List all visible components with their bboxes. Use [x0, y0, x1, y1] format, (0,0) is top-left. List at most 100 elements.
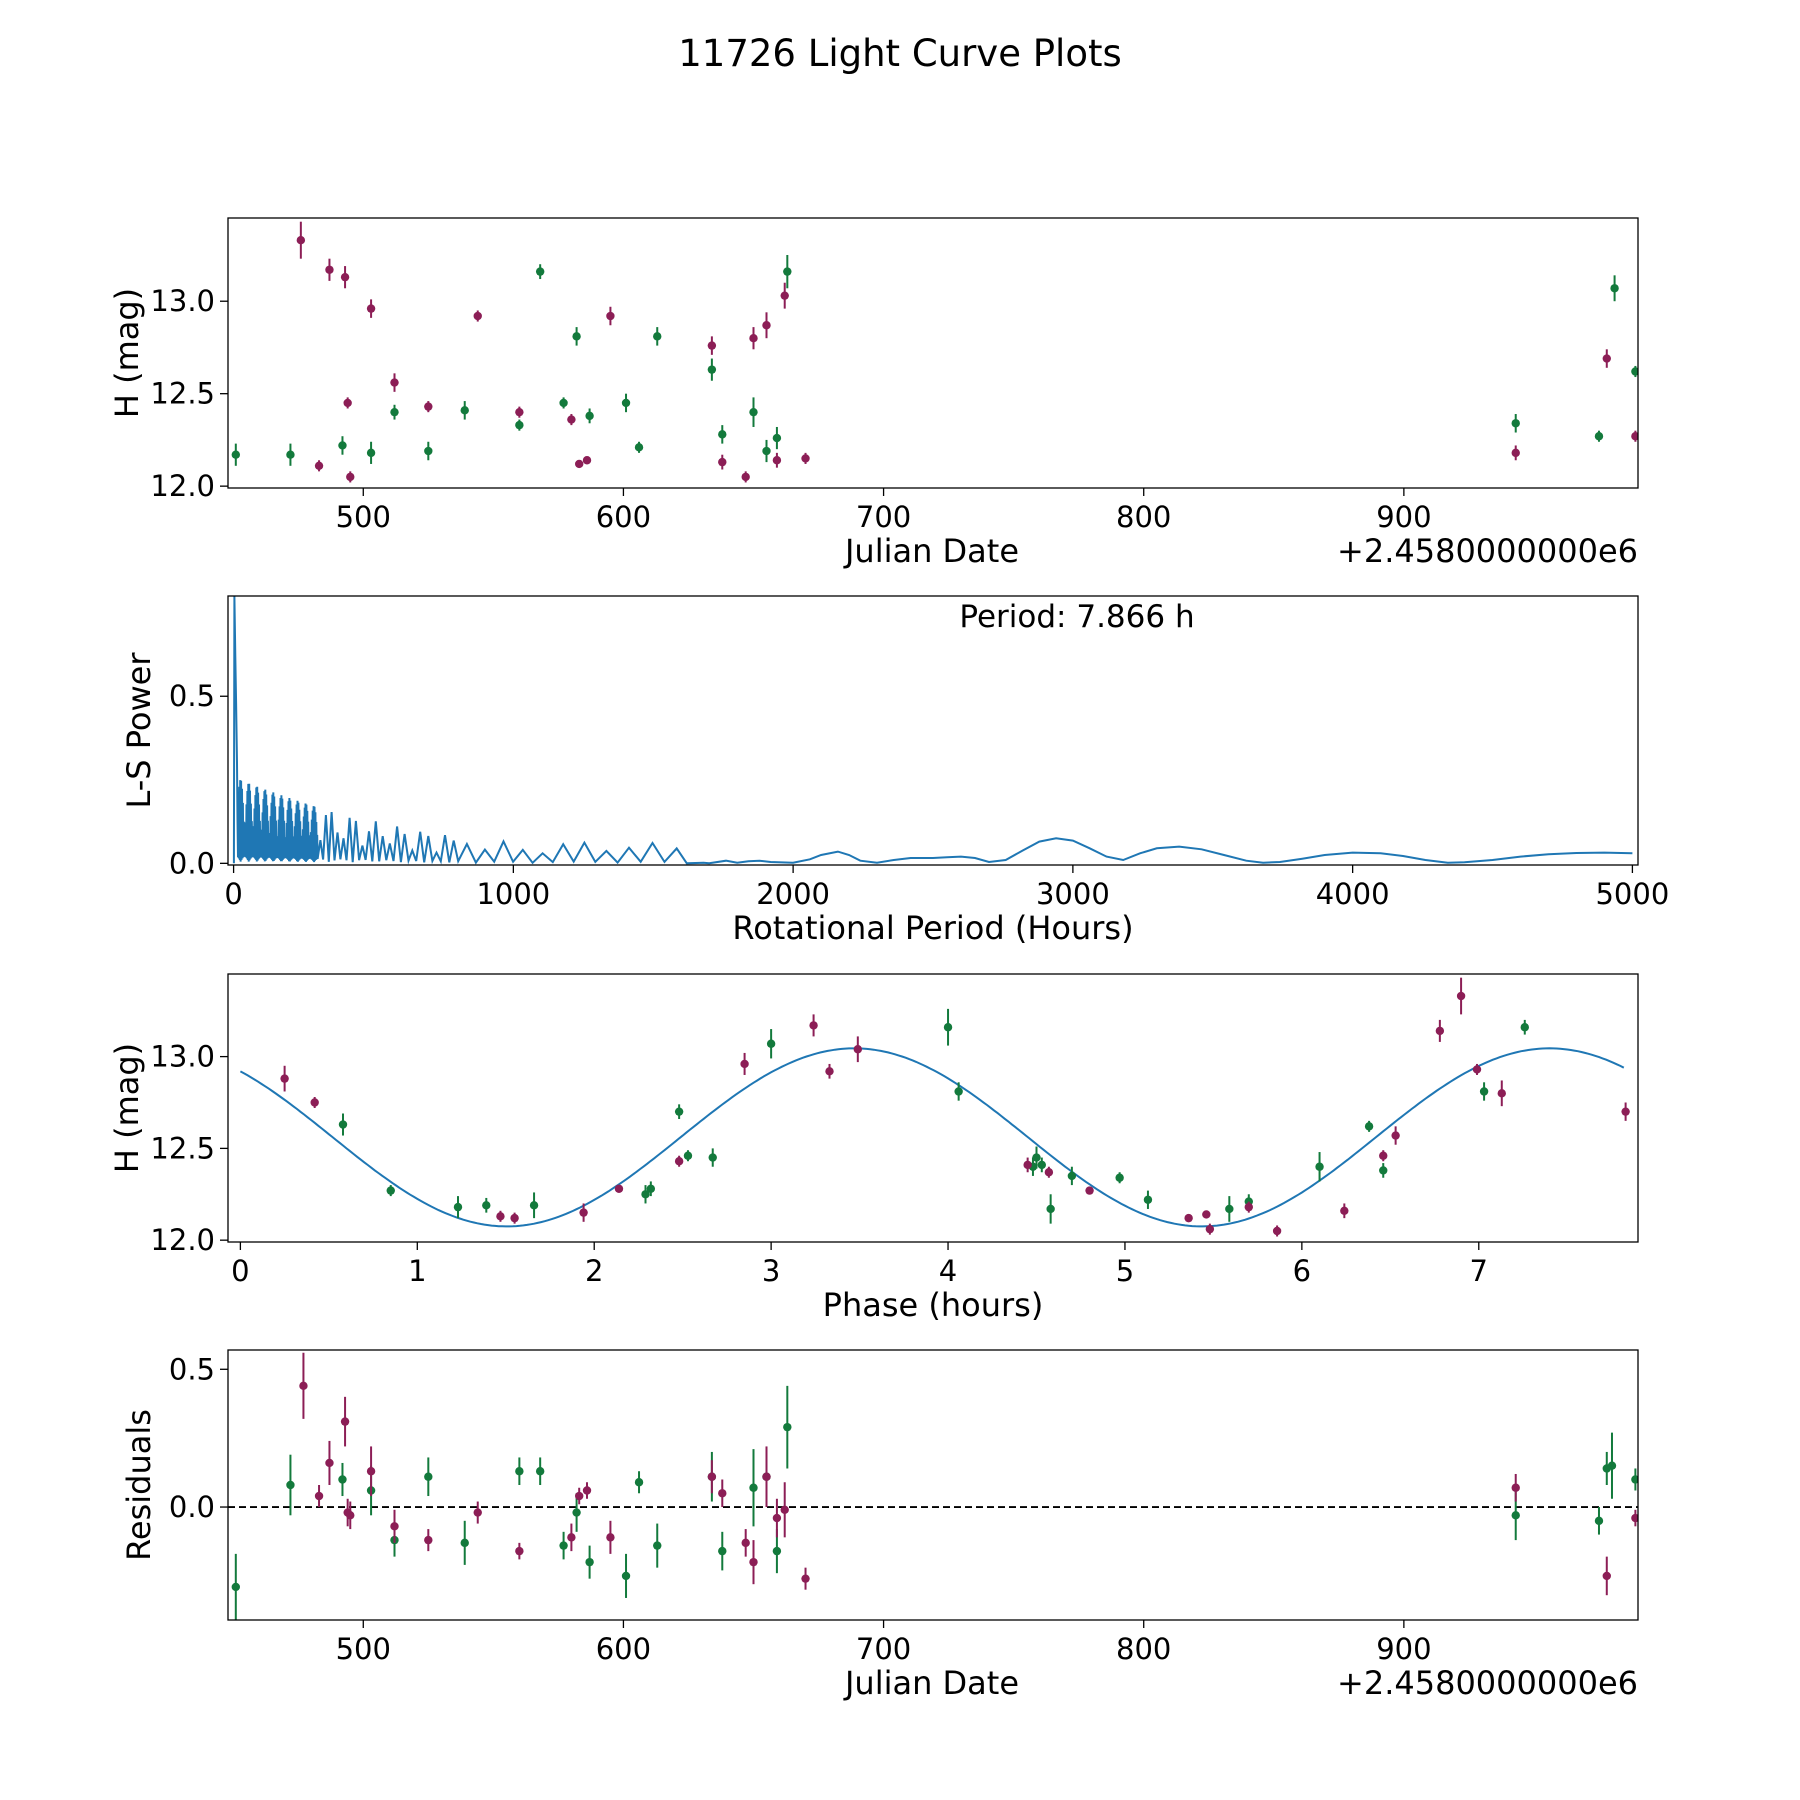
data-point: [1610, 284, 1619, 293]
data-point: [1472, 1065, 1482, 1074]
data-point: [1435, 1026, 1445, 1036]
data-point: [707, 341, 717, 350]
x-tick-label: 2: [585, 1254, 603, 1288]
data-point: [954, 1087, 963, 1096]
x-offset-text: +2.4580000000e6: [1337, 532, 1638, 570]
data-point: [708, 1153, 717, 1162]
x-tick-label: 4: [939, 1254, 957, 1288]
data-point: [1631, 432, 1638, 441]
data-point: [853, 1045, 863, 1054]
data-point: [574, 1491, 584, 1501]
data-point: [473, 1508, 482, 1517]
x-tick-label: 800: [1116, 1632, 1171, 1666]
x-axis-label: Rotational Period (Hours): [732, 909, 1133, 947]
data-point: [340, 272, 350, 282]
data-point: [749, 1483, 758, 1492]
data-point: [718, 1546, 727, 1556]
data-point: [653, 1541, 662, 1550]
data-point: [749, 1557, 758, 1567]
data-point: [1315, 1162, 1324, 1171]
data-point: [1607, 1461, 1617, 1470]
data-point: [572, 1508, 581, 1517]
lightcurve-panel: 500 600 700 800 900 12.0 12.5 13.0 Julian Date H …: [108, 217, 1639, 570]
data-point: [1044, 1168, 1054, 1177]
data-point: [366, 1467, 376, 1476]
data-point: [390, 407, 399, 417]
data-points: [280, 977, 1630, 1237]
data-point: [634, 443, 644, 452]
data-point: [386, 1186, 395, 1195]
data-point: [460, 406, 469, 415]
data-point: [674, 1107, 684, 1116]
data-point: [1391, 1131, 1400, 1140]
data-point: [621, 398, 631, 408]
x-tick-label: 5000: [1595, 877, 1669, 911]
period-annotation: Period: 7.866 h: [959, 599, 1194, 635]
data-points: [231, 1352, 1638, 1620]
data-point: [606, 1533, 615, 1542]
data-point: [646, 1184, 656, 1193]
data-point: [453, 1202, 463, 1212]
y-tick-label: 0.5: [169, 1352, 215, 1386]
data-point: [579, 1208, 588, 1217]
data-point: [762, 321, 771, 330]
data-point: [707, 1472, 717, 1481]
data-point: [338, 1120, 348, 1129]
data-point: [825, 1067, 834, 1076]
x-tick-label: 3000: [1036, 877, 1110, 911]
data-point: [943, 1023, 953, 1032]
x-tick-label: 1000: [476, 877, 550, 911]
data-point: [1479, 1087, 1489, 1096]
y-tick-label: 0.0: [169, 1490, 215, 1524]
data-point: [424, 1472, 433, 1481]
data-point: [325, 265, 334, 274]
data-point: [1225, 1204, 1234, 1214]
data-point: [515, 1467, 524, 1476]
y-tick-label: 13.0: [150, 1040, 215, 1074]
data-point: [515, 407, 524, 417]
x-tick-label: 600: [596, 1632, 651, 1666]
x-tick-label: 7: [1470, 1254, 1488, 1288]
data-point: [762, 446, 771, 456]
y-axis-label: Residuals: [120, 1409, 158, 1561]
residuals-panel: 500 600 700 800 900 0.0 0.5 Julian Date Residual…: [120, 1349, 1639, 1702]
data-point: [674, 1157, 684, 1166]
data-point: [582, 456, 592, 465]
data-point: [343, 398, 352, 408]
data-point: [346, 1511, 355, 1520]
x-offset-text: +2.4580000000e6: [1337, 1664, 1638, 1702]
data-point: [1023, 1160, 1032, 1170]
data-point: [510, 1213, 519, 1223]
data-point: [1184, 1213, 1193, 1223]
data-point: [535, 1467, 545, 1476]
data-point: [780, 291, 789, 300]
data-point: [1594, 432, 1604, 441]
data-point: [783, 267, 792, 276]
model-curve-group: [239, 1047, 1625, 1228]
data-point: [762, 1472, 771, 1481]
data-point: [231, 1582, 241, 1592]
data-point: [634, 1478, 644, 1487]
data-point: [559, 398, 568, 408]
data-point: [653, 332, 662, 341]
data-point: [1520, 1023, 1529, 1032]
data-point: [740, 1059, 749, 1069]
y-tick-label: 12.5: [150, 377, 215, 411]
data-point: [1379, 1151, 1388, 1160]
x-tick-label: 800: [1116, 500, 1171, 534]
data-point: [1497, 1089, 1506, 1098]
data-point: [641, 1190, 650, 1199]
data-point: [741, 1538, 750, 1548]
x-axis-label: Julian Date: [843, 532, 1019, 570]
x-axis-label: Julian Date: [843, 1664, 1019, 1702]
periodogram-curve: [232, 596, 1633, 865]
data-point: [1364, 1122, 1374, 1131]
x-tick-label: 900: [1376, 1632, 1431, 1666]
data-point: [567, 1533, 576, 1542]
data-point: [1631, 367, 1638, 376]
data-point: [460, 1538, 469, 1548]
data-points: [231, 221, 1638, 483]
x-tick-label: 700: [856, 1632, 911, 1666]
